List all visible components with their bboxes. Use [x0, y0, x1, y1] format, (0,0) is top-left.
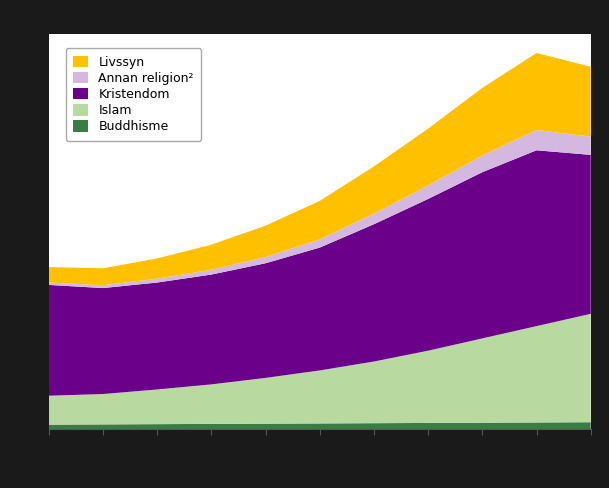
Legend: Livssyn, Annan religion², Kristendom, Islam, Buddhisme: Livssyn, Annan religion², Kristendom, Is… — [66, 48, 202, 141]
